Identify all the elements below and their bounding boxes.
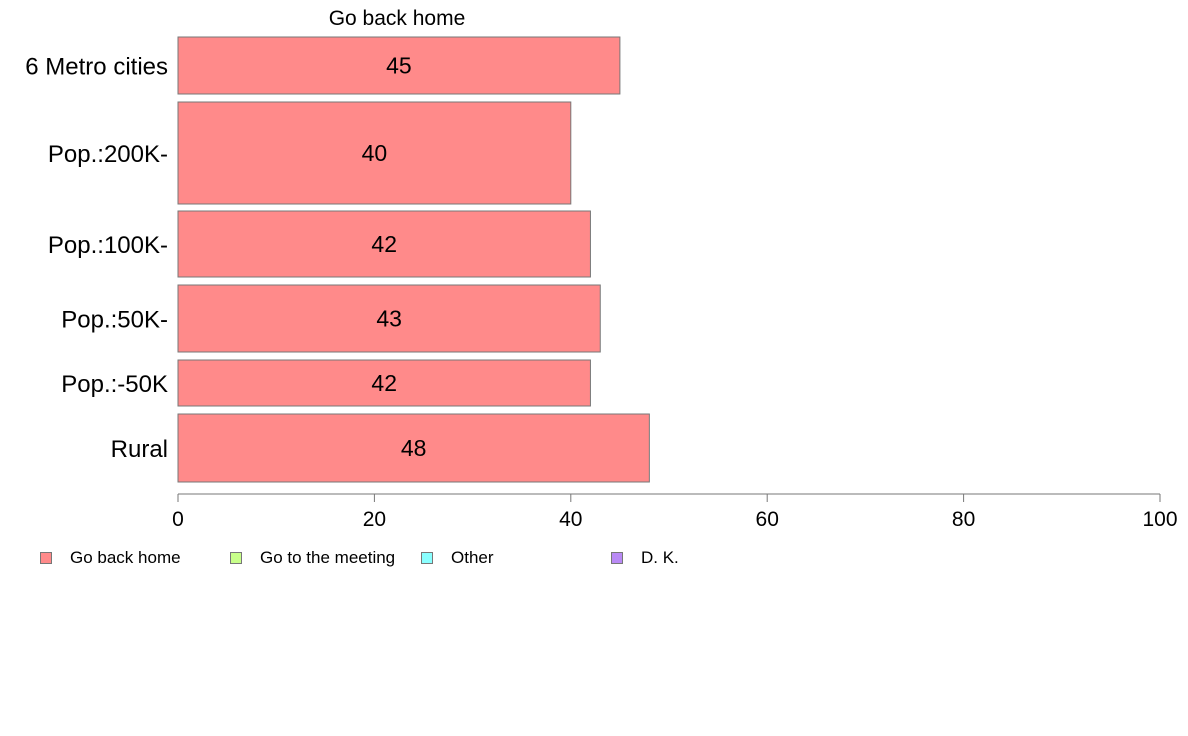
bar-4: [177, 359, 591, 407]
bar-value-label: 45: [386, 53, 412, 79]
x-tick-label: 0: [172, 508, 184, 531]
bar-value-label: 48: [401, 435, 427, 461]
legend-swatch: [230, 552, 242, 564]
legend-item: Go to the meeting: [230, 547, 395, 569]
legend-swatch: [40, 552, 52, 564]
x-tick-label: 80: [952, 508, 975, 531]
legend-swatch: [421, 552, 433, 564]
bar-3: [177, 284, 601, 353]
category-label: Pop.:50K-: [61, 307, 168, 334]
bar-value-label: 43: [376, 306, 402, 332]
legend-item: Go back home: [40, 547, 181, 569]
category-label: 6 Metro cities: [25, 54, 168, 81]
x-tick-label: 100: [1142, 508, 1177, 531]
bar-0: [177, 36, 621, 95]
x-tick-label: 40: [559, 508, 582, 531]
bar-value-label: 42: [371, 370, 397, 396]
x-axis: 0 20 40 60 80 100: [172, 493, 1178, 531]
category-label: Rural: [111, 436, 168, 463]
legend-label: Go back home: [70, 548, 181, 567]
bar-value-label: 42: [371, 231, 397, 257]
legend-label: Other: [451, 548, 494, 567]
chart-title: Go back home: [329, 7, 466, 30]
legend-label: D. K.: [641, 548, 679, 567]
x-tick-label: 20: [363, 508, 386, 531]
bars-layer: 45 6 Metro cities 40 Pop.:200K- 42 Pop.:100K-…: [25, 36, 650, 483]
legend-label: Go to the meeting: [260, 548, 396, 567]
bar-value-label: 40: [362, 140, 388, 166]
legend: Go back home Go to the meeting Other D. K.: [0, 547, 1188, 571]
legend-item: D. K.: [611, 547, 679, 569]
legend-swatch: [611, 552, 623, 564]
bar-5: [177, 413, 650, 483]
x-tick-label: 60: [756, 508, 779, 531]
category-label: Pop.:100K-: [48, 232, 168, 259]
bar-1: [177, 101, 572, 205]
bar-2: [177, 210, 591, 278]
category-label: Pop.:-50K: [61, 371, 168, 398]
category-label: Pop.:200K-: [48, 141, 168, 168]
legend-item: Other: [421, 547, 494, 569]
